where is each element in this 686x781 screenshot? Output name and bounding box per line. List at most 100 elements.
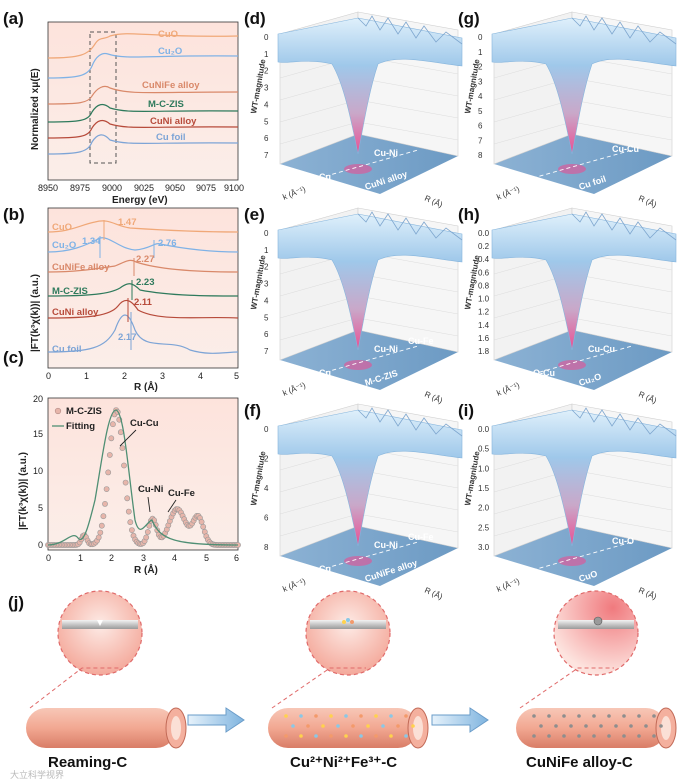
wt-klabel: k (Å⁻¹) bbox=[281, 576, 307, 593]
fitting-line bbox=[47, 409, 239, 546]
wt-ztick: 0 bbox=[264, 33, 269, 42]
wt-klabel: k (Å⁻¹) bbox=[495, 380, 521, 397]
wt-ridge bbox=[571, 211, 677, 241]
panel-c-xticks: 0 1 2 3 4 5 6 bbox=[46, 553, 239, 563]
curve-a-CuO bbox=[47, 33, 239, 59]
wt-panel-i: (i) 0.0 0.5 1.0 1.5 2.0 2.5 3.0 WT-magnitude k (Å… bbox=[458, 401, 677, 602]
wt-klabel: k (Å⁻¹) bbox=[281, 184, 307, 201]
curve-a-Cu2O bbox=[47, 52, 239, 79]
wt-dash bbox=[311, 149, 419, 181]
wt-bond-label: Cu-Cu bbox=[304, 368, 331, 378]
wt-klabel: k (Å⁻¹) bbox=[281, 380, 307, 397]
ytick: 10 bbox=[33, 466, 43, 476]
wt-ztick: 3 bbox=[478, 77, 483, 86]
wt-bond-label: Cu-Cu bbox=[588, 344, 615, 354]
wt-dash bbox=[525, 149, 633, 181]
wt-ztick: 7 bbox=[478, 136, 483, 145]
alloy-particle bbox=[584, 724, 588, 728]
wt-panel-h: (h)0.00.20.40.60.81.01.21.41.61.8WT-magn… bbox=[458, 205, 677, 406]
wt-ztick: 0.0 bbox=[478, 425, 490, 434]
wt-ztick: 8 bbox=[264, 543, 269, 552]
label-a-Cu2O: Cu₂O bbox=[158, 46, 182, 57]
wt-ztick: 5 bbox=[264, 313, 269, 322]
wt-bond-label: Cu-Ni bbox=[374, 344, 398, 354]
wt-grid-line bbox=[571, 491, 673, 511]
alloy-particle bbox=[577, 714, 581, 718]
panel-c-xlabel: R (Å) bbox=[134, 563, 158, 576]
xtick: 9050 bbox=[165, 183, 185, 193]
ion-dot bbox=[329, 734, 333, 738]
xtick: 4 bbox=[172, 553, 177, 563]
curve-a-Cufoil bbox=[47, 134, 239, 155]
panel-b-xticks: 0 1 2 3 4 5 bbox=[46, 371, 239, 381]
alloy-particle bbox=[622, 714, 626, 718]
ion-dot bbox=[359, 714, 363, 718]
label-b-CuNiFe: CuNiFe alloy bbox=[52, 262, 110, 273]
data-point bbox=[122, 479, 129, 486]
xtick: 2 bbox=[109, 553, 114, 563]
wt-grid-line bbox=[279, 295, 359, 319]
wt-grid-line bbox=[279, 317, 359, 341]
tube-3-particles bbox=[532, 714, 663, 738]
stage-ions: Cu²⁺Ni²⁺Fe³⁺-C bbox=[268, 590, 429, 771]
ion-dot bbox=[329, 714, 333, 718]
data-point bbox=[97, 529, 104, 536]
xtick: 6 bbox=[234, 553, 239, 563]
peak-Cu2O-2: 2.76 bbox=[158, 238, 177, 249]
wt-grid-line bbox=[357, 491, 459, 511]
data-point bbox=[125, 508, 132, 515]
wt-ztick: 4 bbox=[264, 484, 269, 493]
panel-c-yticks: 0 5 10 15 20 bbox=[33, 394, 43, 550]
xtick: 9000 bbox=[102, 183, 122, 193]
ion-dot bbox=[359, 734, 363, 738]
wt-dash bbox=[311, 345, 419, 377]
xtick: 5 bbox=[204, 553, 209, 563]
wt-ztick: 4 bbox=[478, 92, 483, 101]
wt-grid-line bbox=[571, 513, 673, 533]
wt-ztick: 4 bbox=[264, 296, 269, 305]
legend-data: M-C-ZIS bbox=[66, 406, 102, 417]
ion-dot bbox=[374, 714, 378, 718]
data-point bbox=[143, 534, 150, 541]
ion-dot bbox=[351, 724, 355, 728]
ion-dot bbox=[299, 714, 303, 718]
label-b-MCZIS: M-C-ZIS bbox=[52, 286, 88, 297]
ion-dot bbox=[284, 714, 288, 718]
wt-ztick: 1.8 bbox=[478, 347, 490, 356]
wt-surface bbox=[277, 409, 463, 547]
alloy-particle bbox=[577, 734, 581, 738]
stage-label-2: Cu²⁺Ni²⁺Fe³⁺-C bbox=[290, 754, 397, 771]
alloy-particle bbox=[614, 724, 618, 728]
ion-dot bbox=[314, 734, 318, 738]
data-point bbox=[105, 469, 112, 476]
wt-ztick: 3 bbox=[264, 280, 269, 289]
stage-alloy: CuNiFe alloy-C bbox=[516, 590, 677, 771]
panel-c-label: (c) bbox=[3, 348, 24, 367]
panel-b-ylabel: |FT(k³χ(k))| (a.u.) bbox=[30, 274, 41, 352]
zoom-bubble-3 bbox=[553, 590, 639, 676]
wt-ztick: 2 bbox=[264, 67, 269, 76]
label-a-CuO: CuO bbox=[158, 29, 178, 40]
panel-a-xticks: 8950 8975 9000 9025 9050 9075 9100 bbox=[38, 183, 244, 193]
wt-ztick: 6 bbox=[478, 122, 483, 131]
stage-label-3: CuNiFe alloy-C bbox=[526, 754, 633, 771]
wt-ztick: 1.0 bbox=[478, 295, 490, 304]
slab-notch-1 bbox=[97, 620, 103, 626]
panel-a-xlabel: Energy (eV) bbox=[112, 195, 168, 206]
peak-Cufoil: 2.17 bbox=[118, 332, 137, 343]
wt-rlabel: R (Å) bbox=[637, 194, 658, 210]
wt-rlabel: R (Å) bbox=[423, 390, 444, 406]
wt-grid-line bbox=[571, 273, 673, 293]
label-b-Cufoil: Cu foil bbox=[52, 344, 82, 355]
wt-ridge bbox=[571, 15, 677, 45]
alloy-particle bbox=[562, 734, 566, 738]
wt-ztick: 1 bbox=[264, 50, 269, 59]
xtick: 9075 bbox=[196, 183, 216, 193]
label-a-MCZIS: M-C-ZIS bbox=[148, 99, 184, 110]
wt-rlabel: R (Å) bbox=[637, 586, 658, 602]
panel-a: (a) CuO Cu₂O CuNiFe alloy M-C-ZIS CuNi a… bbox=[3, 9, 244, 206]
alloy-particle bbox=[532, 734, 536, 738]
wt-grid-line bbox=[571, 77, 673, 97]
xtick: 0 bbox=[46, 553, 51, 563]
stage-reaming: Reaming-C bbox=[26, 590, 187, 771]
